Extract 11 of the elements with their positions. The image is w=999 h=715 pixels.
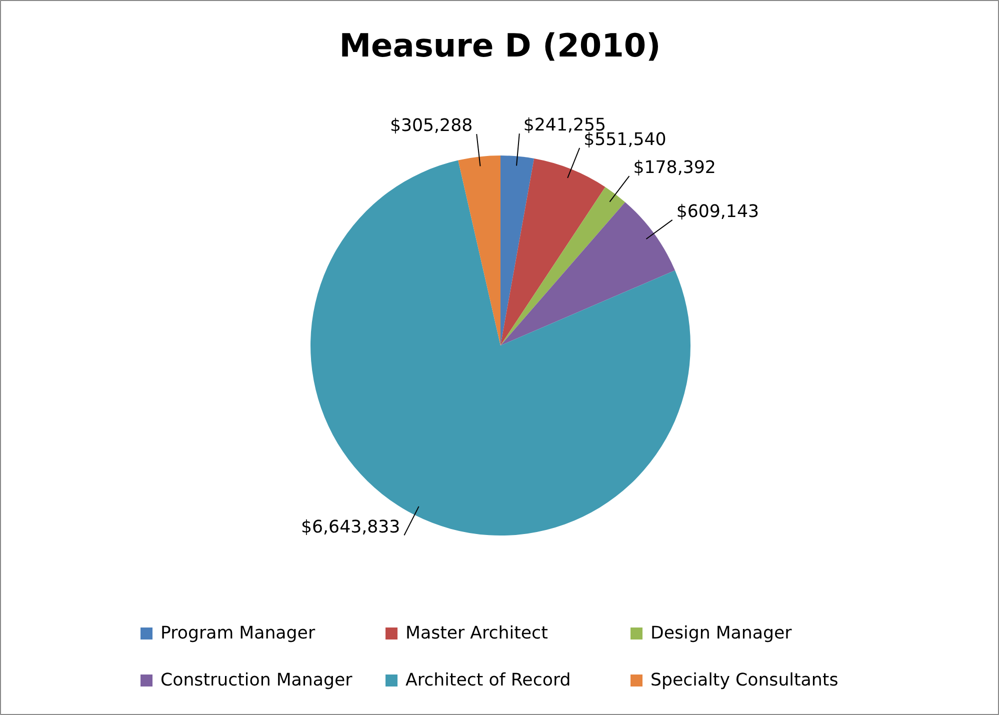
data-label: $6,643,833: [300, 517, 400, 538]
legend-label: Construction Manager: [160, 670, 354, 690]
legend-label: Master Architect: [406, 624, 548, 644]
legend-label: Program Manager: [160, 624, 316, 644]
legend-label: Architect of Record: [406, 670, 571, 690]
chart-title: Measure D (2010): [339, 26, 661, 64]
legend-label: Specialty Consultants: [650, 670, 838, 690]
data-label: $609,143: [676, 202, 760, 222]
data-label: $178,392: [633, 158, 716, 178]
legend-label: Design Manager: [650, 624, 793, 644]
data-label: $305,288: [390, 116, 473, 136]
